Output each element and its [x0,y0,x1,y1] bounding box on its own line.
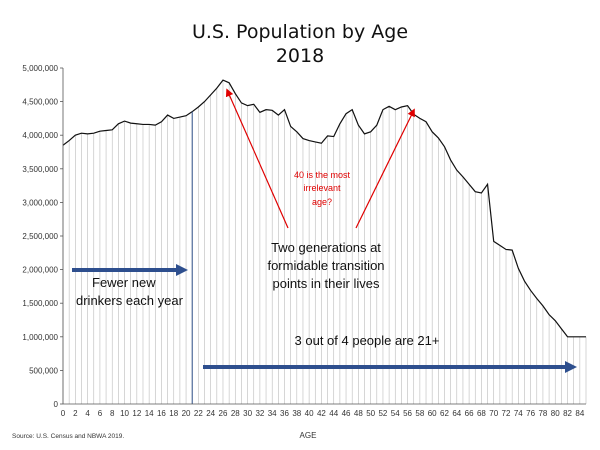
x-tick-label: 64 [452,409,461,418]
x-tick-label: 52 [378,409,387,418]
fewer-note-line-2: drinkers each year [76,293,184,308]
x-tick-label: 24 [206,409,215,418]
x-tick-label: 70 [489,409,498,418]
x-tick-label: 66 [465,409,474,418]
x-tick-label: 36 [280,409,289,418]
x-axis-title: AGE [300,431,317,440]
x-tick-label: 78 [538,409,547,418]
red-note-line-2: irrelevant [303,183,341,193]
x-tick-label: 50 [366,409,375,418]
y-tick-label: 500,000 [29,366,58,375]
x-tick-label: 80 [551,409,560,418]
x-tick-label: 32 [255,409,264,418]
x-tick-label: 68 [477,409,486,418]
x-tick-label: 22 [194,409,203,418]
fewer-drinkers-arrow [72,264,188,276]
x-tick-label: 60 [428,409,437,418]
x-tick-label: 44 [329,409,338,418]
y-tick-label: 0 [54,400,59,409]
x-tick-label: 2 [73,409,78,418]
red-note-line-3: age? [312,197,332,207]
x-tick-label: 54 [391,409,400,418]
x-tick-label: 62 [440,409,449,418]
x-tick-label: 46 [342,409,351,418]
y-tick-label: 5,000,000 [22,64,58,73]
x-tick-label: 30 [243,409,252,418]
x-tick-label: 56 [403,409,412,418]
x-tick-label: 10 [120,409,129,418]
x-tick-label: 48 [354,409,363,418]
y-tick-label: 2,000,000 [22,266,58,275]
generations-note-line-3: points in their lives [273,276,380,291]
y-tick-label: 2,500,000 [22,232,58,241]
majority-arrow [203,361,577,373]
x-tick-label: 8 [110,409,115,418]
x-tick-label: 58 [415,409,424,418]
x-tick-label: 84 [575,409,584,418]
x-tick-label: 38 [292,409,301,418]
y-tick-label: 3,500,000 [22,165,58,174]
x-tick-label: 72 [502,409,511,418]
y-axis: 0 500,000 1,000,000 1,500,000 2,000,000 2,500… [22,64,64,409]
x-tick-label: 0 [61,409,66,418]
x-tick-label: 82 [563,409,572,418]
y-tick-label: 1,500,000 [22,299,58,308]
x-tick-label: 76 [526,409,535,418]
x-tick-label: 74 [514,409,523,418]
chart-subtitle: 2018 [276,45,324,67]
x-axis: 0 2 4 6 8 10 12 14 16 18 20 22 24 26 28 30 32 34 36 38 40 42 4… [61,403,586,418]
chart-title: U.S. Population by Age [192,21,408,43]
x-tick-label: 34 [268,409,277,418]
x-tick-label: 14 [145,409,154,418]
x-tick-label: 6 [98,409,103,418]
x-tick-label: 42 [317,409,326,418]
majority-note: 3 out of 4 people are 21+ [295,333,440,348]
red-arrow-left [225,88,289,229]
population-line [62,79,586,338]
x-tick-label: 4 [85,409,90,418]
fewer-note-line-1: Fewer new [92,275,156,290]
red-note-line-1: 40 is the most [294,170,351,180]
x-tick-label: 28 [231,409,240,418]
area-fill [62,80,587,404]
y-tick-label: 4,500,000 [22,98,58,107]
x-tick-label: 16 [157,409,166,418]
x-tick-label: 12 [132,409,141,418]
source-note: Source: U.S. Census and NBWA 2019. [12,433,124,440]
y-tick-label: 4,000,000 [22,131,58,140]
x-tick-label: 26 [219,409,228,418]
red-arrow-right [355,108,415,229]
y-tick-label: 3,000,000 [22,198,58,207]
x-tick-label: 40 [305,409,314,418]
x-tick-label: 20 [182,409,191,418]
generations-note-line-1: Two generations at [271,240,381,255]
y-tick-label: 1,000,000 [22,333,58,342]
generations-note-line-2: formidable transition [267,258,384,273]
x-tick-label: 18 [169,409,178,418]
